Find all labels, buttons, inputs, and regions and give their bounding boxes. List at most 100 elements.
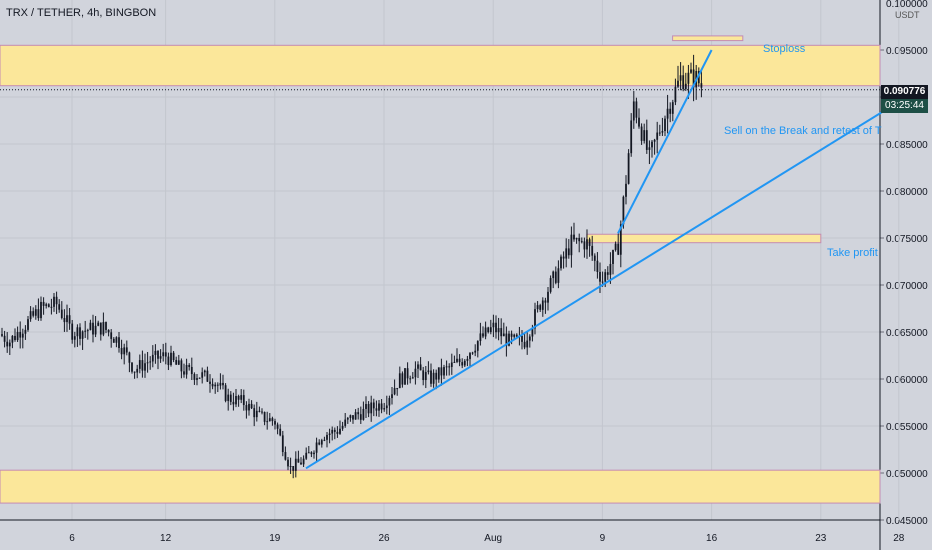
candle-body [292, 466, 295, 471]
last-price-tag: 0.090776 [881, 85, 928, 99]
candle-body [666, 108, 669, 119]
y-tick-label: 0.075000 [886, 234, 928, 245]
candle-body [352, 415, 354, 420]
zone-stoploss[interactable] [672, 35, 744, 42]
candle-body [586, 239, 588, 250]
candle-body [651, 141, 653, 148]
candle-body [700, 83, 703, 88]
candle-body [302, 458, 305, 465]
candle-body [596, 260, 599, 272]
candle-body [190, 366, 193, 375]
candle-body [513, 334, 516, 337]
candle-body [313, 452, 315, 455]
candle-body [123, 347, 126, 355]
candle-body [378, 403, 380, 411]
candle-body [671, 102, 674, 114]
candle-body [172, 352, 175, 360]
candle-body [346, 417, 349, 420]
candle-body [479, 333, 482, 342]
zone-support[interactable] [0, 469, 881, 504]
candle-body [16, 331, 19, 340]
candle-body [268, 418, 271, 422]
candle-body [144, 363, 146, 371]
candle-body [141, 360, 144, 371]
candle-body [250, 403, 253, 409]
zone-resistance[interactable] [0, 44, 881, 87]
candle-body [677, 80, 679, 87]
candle-body [541, 300, 544, 310]
candle-body [357, 412, 360, 415]
candle-body [492, 322, 495, 328]
candle-body [487, 327, 490, 333]
y-tick-label: 0.080000 [886, 187, 928, 198]
candle-body [331, 429, 334, 434]
candle-body [240, 395, 243, 400]
candle-body [253, 408, 256, 418]
candle-body [461, 362, 464, 366]
candle-body [393, 388, 396, 395]
candle-body [68, 315, 71, 324]
stoploss-label: Stoploss [763, 43, 806, 55]
candle-body [125, 347, 128, 353]
candle-body [625, 183, 627, 197]
candle-body [146, 362, 149, 364]
candle-body [612, 250, 614, 264]
y-tick-label: 0.085000 [886, 140, 928, 151]
candle-body [690, 69, 692, 73]
candle-body [362, 408, 365, 420]
candle-body [419, 364, 422, 371]
candle-body [81, 331, 84, 339]
candle-body [406, 368, 409, 379]
candle-body [177, 360, 180, 365]
candle-body [593, 255, 596, 261]
candle-body [97, 322, 100, 326]
candle-body [300, 462, 302, 465]
candle-body [112, 338, 115, 343]
candle-body [151, 354, 154, 362]
y-tick-label-top: 0.100000 [886, 0, 928, 10]
candle-body [120, 348, 123, 355]
candle-body [687, 72, 690, 84]
candle-body [583, 241, 586, 250]
candle-body [578, 237, 581, 242]
candle-body [188, 365, 191, 367]
candle-body [266, 421, 269, 423]
candle-body [466, 358, 469, 361]
candle-body [206, 370, 209, 382]
candle-body [261, 411, 263, 413]
candle-body [297, 458, 300, 463]
candle-body [131, 362, 133, 372]
candle-body [573, 234, 575, 240]
price-axis-area[interactable] [881, 0, 932, 550]
candle-body [495, 322, 497, 333]
candle-body [229, 394, 232, 402]
candle-body [692, 69, 695, 88]
candle-body [107, 329, 110, 333]
candle-body [640, 126, 643, 141]
candle-body [664, 118, 666, 132]
candle-body [380, 403, 383, 410]
candle-body [149, 361, 152, 363]
candle-body [437, 367, 440, 380]
candle-body [224, 385, 227, 401]
candle-body [40, 301, 42, 319]
trendline-long-term-uptrend[interactable] [305, 100, 900, 470]
candle-body [370, 402, 373, 414]
candle-body [422, 370, 425, 381]
candle-body [157, 350, 159, 359]
candle-body [349, 415, 352, 418]
symbol-title: TRX / TETHER, 4h, BINGBON [6, 7, 157, 19]
candle-body [281, 435, 284, 453]
candle-body [398, 373, 401, 389]
x-tick-label: 9 [600, 533, 606, 544]
candle-body [404, 368, 406, 385]
candle-body [162, 352, 165, 357]
candle-body [24, 329, 27, 334]
zone-take-profit[interactable] [586, 233, 822, 244]
trendline-steep-uptrend[interactable] [617, 49, 713, 234]
candle-body [79, 327, 81, 339]
candle-body [55, 296, 58, 305]
candle-body [552, 271, 555, 279]
